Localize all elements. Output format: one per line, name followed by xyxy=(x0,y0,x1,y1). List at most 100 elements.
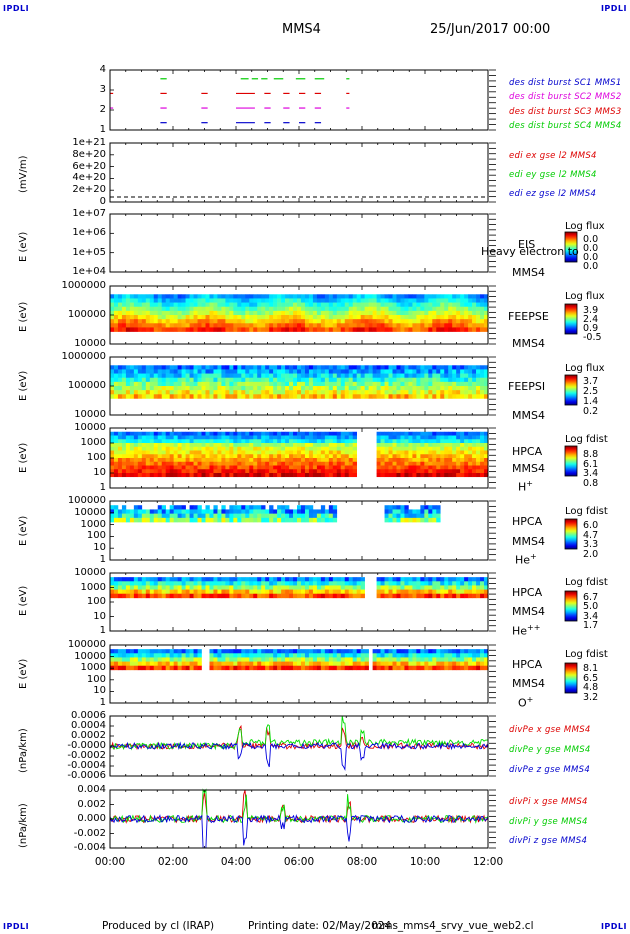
spectro-cell-feepse xyxy=(253,315,258,320)
spectro-cell-feepse xyxy=(293,298,298,303)
spectro-cell-feepsi xyxy=(201,373,206,379)
spectro-cell-feepsi xyxy=(384,394,389,399)
spectro-cell-hpca_hepp xyxy=(273,577,278,582)
spectro-cell-feepse xyxy=(448,310,453,316)
spectro-cell-hpca_o xyxy=(253,653,258,658)
spectro-cell-hpca_o xyxy=(480,649,485,654)
spectro-cell-feepse xyxy=(245,294,250,299)
instrument-feepse: FEEPSE xyxy=(508,310,549,323)
spectro-cell-hpca_h xyxy=(404,431,409,436)
spectro-cell-hpca_o xyxy=(245,649,250,654)
spectro-cell-hpca_hepp xyxy=(205,581,210,586)
spectro-cell-hpca_h xyxy=(157,461,163,466)
x-tick-5: 10:00 xyxy=(409,856,441,868)
spectro-cell-hpca_h xyxy=(484,439,489,444)
spectro-cell-hpca_h xyxy=(233,465,238,470)
spectro-cell-feepsi xyxy=(316,394,322,399)
spectro-cell-hpca_h xyxy=(332,469,338,474)
spectro-cell-feepsi xyxy=(213,381,218,387)
spectro-cell-hpca_hepp xyxy=(308,593,314,599)
spectro-cell-hpca_o xyxy=(209,649,214,654)
spectro-cell-feepse xyxy=(165,315,170,320)
spectro-cell-hpca_hepp xyxy=(376,585,381,590)
spectro-cell-feepse xyxy=(424,319,429,324)
spectro-cell-hpca_h xyxy=(213,465,218,470)
spectro-cell-feepsi xyxy=(265,394,270,399)
spectro-cell-feepse xyxy=(273,310,278,316)
spectro-cell-hpca_hepp xyxy=(300,593,306,599)
spectro-cell-feepsi xyxy=(332,373,338,379)
spectro-cell-hpca_hepp xyxy=(293,589,298,595)
spectro-cell-hpca_o xyxy=(221,653,226,658)
spectro-cell-feepsi xyxy=(273,365,278,370)
spectro-cell-feepse xyxy=(484,327,489,332)
spectro-cell-feepse xyxy=(293,294,298,299)
spectro-cell-feepse xyxy=(464,319,469,324)
spectro-cell-hpca_h xyxy=(297,458,302,463)
spectro-cell-feepsi xyxy=(149,386,155,391)
spectro-cell-feepsi xyxy=(320,369,326,374)
spectro-cell-feepsi xyxy=(110,381,115,387)
spectro-cell-hpca_he xyxy=(233,505,238,510)
spectro-cell-feepse xyxy=(392,315,397,320)
spectro-cell-feepse xyxy=(209,319,214,324)
spectro-cell-hpca_o xyxy=(372,657,377,662)
spectro-cell-hpca_h xyxy=(304,446,310,451)
spectro-cell-feepse xyxy=(197,323,202,328)
spectro-cell-feepsi xyxy=(424,386,429,391)
spectro-cell-hpca_hepp xyxy=(440,581,445,586)
spectro-cell-hpca_o xyxy=(424,657,429,662)
spectro-cell-feepse xyxy=(285,323,290,328)
spectro-cell-hpca_h xyxy=(436,439,441,444)
spectro-cell-hpca_h xyxy=(189,473,194,478)
spectro-cell-feepse xyxy=(456,306,461,312)
spectro-cell-feepsi xyxy=(424,394,429,399)
spectro-cell-feepsi xyxy=(448,377,453,383)
spectro-cell-hpca_hepp xyxy=(277,593,282,599)
spectro-cell-hpca_hepp xyxy=(177,593,182,599)
spectro-cell-hpca_o xyxy=(324,661,330,667)
spectro-cell-feepse xyxy=(356,294,361,299)
spectro-cell-hpca_h xyxy=(137,458,143,463)
spectro-cell-feepsi xyxy=(316,365,322,370)
spectro-cell-hpca_he xyxy=(332,517,338,523)
spectro-cell-feepse xyxy=(316,319,322,324)
spectro-cell-hpca_o xyxy=(448,665,453,671)
spectro-cell-hpca_h xyxy=(169,446,174,451)
spectro-cell-hpca_o xyxy=(464,657,469,662)
spectro-cell-hpca_h xyxy=(460,439,465,444)
spectro-cell-hpca_hepp xyxy=(340,589,346,595)
spectro-cell-hpca_o xyxy=(121,649,127,654)
spectro-cell-hpca_h xyxy=(416,469,421,474)
spectro-cell-hpca_hepp xyxy=(388,593,393,599)
spectro-cell-hpca_o xyxy=(312,649,318,654)
spectro-cell-feepsi xyxy=(372,394,377,399)
spectro-cell-hpca_h xyxy=(161,469,167,474)
spectro-cell-feepsi xyxy=(153,373,159,379)
spectro-cell-hpca_hepp xyxy=(396,589,401,595)
spectro-cell-hpca_h xyxy=(352,473,357,478)
spectro-cell-feepse xyxy=(253,298,258,303)
spectro-cell-feepsi xyxy=(324,390,330,395)
spectro-cell-hpca_h xyxy=(336,431,342,436)
spectro-cell-feepse xyxy=(308,298,314,303)
spectro-cell-feepse xyxy=(110,315,115,320)
spectro-cell-feepsi xyxy=(340,386,346,391)
spectro-cell-hpca_h xyxy=(113,473,119,478)
spectro-cell-hpca_h xyxy=(197,458,202,463)
spectro-cell-feepse xyxy=(356,302,361,308)
spectro-cell-feepse xyxy=(113,302,119,308)
spectro-cell-feepsi xyxy=(125,377,131,383)
spectro-cell-feepse xyxy=(324,327,330,332)
spectro-cell-feepse xyxy=(420,302,425,308)
spectro-cell-hpca_h xyxy=(177,469,182,474)
spectro-cell-hpca_o xyxy=(257,657,262,662)
spectro-cell-feepsi xyxy=(412,373,417,379)
spectro-cell-hpca_hepp xyxy=(312,581,318,586)
spectro-cell-hpca_o xyxy=(300,665,306,671)
spectro-cell-hpca_hepp xyxy=(416,589,421,595)
spectro-cell-feepsi xyxy=(476,365,481,370)
spectro-cell-feepsi xyxy=(273,386,278,391)
spectro-cell-hpca_hepp xyxy=(285,585,290,590)
spectro-cell-hpca_he xyxy=(141,513,147,519)
